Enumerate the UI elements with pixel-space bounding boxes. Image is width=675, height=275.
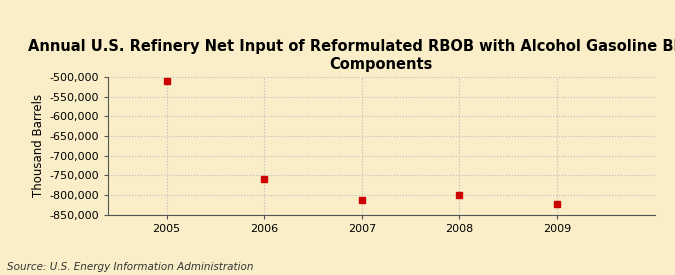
Y-axis label: Thousand Barrels: Thousand Barrels xyxy=(32,94,45,197)
Text: Source: U.S. Energy Information Administration: Source: U.S. Energy Information Administ… xyxy=(7,262,253,272)
Title: Annual U.S. Refinery Net Input of Reformulated RBOB with Alcohol Gasoline Blendi: Annual U.S. Refinery Net Input of Reform… xyxy=(28,39,675,72)
